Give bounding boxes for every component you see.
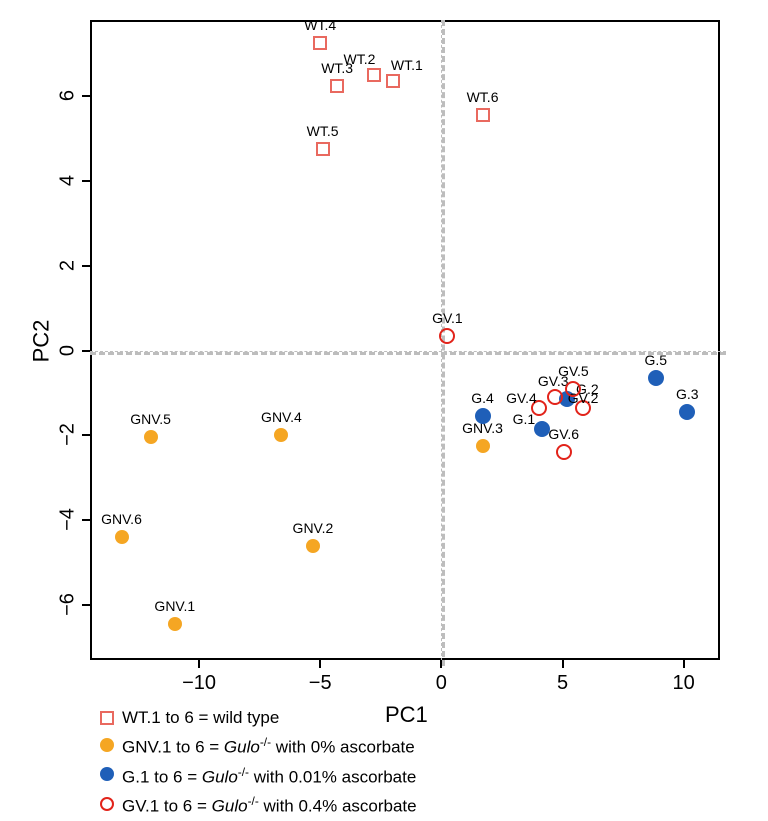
y-tick-label: 4 [57,161,80,201]
data-point-label: G.1 [513,411,536,427]
data-point-label: GNV.1 [154,598,195,614]
data-point-GV.3 [547,389,563,405]
data-point-label: WT.4 [304,17,336,33]
data-point-label: GNV.2 [293,520,334,536]
data-point-G.4 [475,408,491,424]
legend: WT.1 to 6 = wild type GNV.1 to 6 = Gulo-/… [100,708,417,821]
legend-item-G: G.1 to 6 = Gulo-/- with 0.01% ascorbate [100,762,417,788]
x-tick-label: 10 [659,672,709,695]
pca-scatter-figure: PC1 PC2 WT.1 to 6 = wild typeGNV.1 to 6 … [0,0,768,816]
data-point-G.3 [679,404,695,420]
data-point-GV.1 [439,328,455,344]
y-tick-label: 6 [57,76,80,116]
x-tick [440,660,442,668]
data-point-GV.6 [556,444,572,460]
data-point-label: WT.5 [307,123,339,139]
data-point-GNV.2 [306,539,320,553]
data-point-WT.6 [476,108,490,122]
data-point-label: WT.6 [467,89,499,105]
data-point-GNV.4 [274,428,288,442]
data-point-label: G.5 [644,352,667,368]
legend-text: WT.1 to 6 = wild type [122,708,279,728]
y-tick [82,434,90,436]
y-tick [82,519,90,521]
data-point-label: GV.6 [548,426,579,442]
x-tick-label: 0 [416,672,466,695]
legend-item-GV: GV.1 to 6 = Gulo-/- with 0.4% ascorbate [100,791,417,817]
data-point-label: GV.1 [432,310,463,326]
data-point-GV.5 [565,381,581,397]
data-point-G.5 [648,370,664,386]
data-point-GNV.1 [168,617,182,631]
legend-marker-GV [100,797,114,811]
data-point-GNV.6 [115,530,129,544]
y-tick [82,265,90,267]
legend-marker-WT [100,711,114,725]
x-tick-label: −5 [295,672,345,695]
x-tick-label: 5 [538,672,588,695]
data-point-WT.2 [367,68,381,82]
data-point-label: WT.3 [321,60,353,76]
data-point-WT.5 [316,142,330,156]
y-axis-label: PC2 [28,320,54,363]
legend-marker-G [100,767,114,781]
legend-text: GNV.1 to 6 = Gulo-/- with 0% ascorbate [122,732,415,758]
legend-text: GV.1 to 6 = Gulo-/- with 0.4% ascorbate [122,791,417,817]
y-tick [82,350,90,352]
x-tick-label: −10 [174,672,224,695]
y-tick-label: 0 [57,330,80,370]
data-point-label: G.3 [676,386,699,402]
y-tick-label: 2 [57,245,80,285]
x-tick [562,660,564,668]
y-tick-label: −4 [57,500,80,540]
plot-area [90,20,720,660]
data-point-label: GV.5 [558,363,589,379]
data-point-label: GNV.6 [101,511,142,527]
data-point-label: GNV.4 [261,409,302,425]
grid-h-zero [90,351,726,355]
data-point-WT.4 [313,36,327,50]
x-tick [683,660,685,668]
data-point-label: G.4 [471,390,494,406]
y-tick [82,180,90,182]
legend-item-GNV: GNV.1 to 6 = Gulo-/- with 0% ascorbate [100,732,417,758]
y-tick [82,604,90,606]
y-tick-label: −6 [57,584,80,624]
legend-marker-GNV [100,738,114,752]
data-point-GNV.3 [476,439,490,453]
legend-text: G.1 to 6 = Gulo-/- with 0.01% ascorbate [122,762,416,788]
data-point-label: GV.4 [506,390,537,406]
y-tick-label: −2 [57,415,80,455]
data-point-GNV.5 [144,430,158,444]
y-tick [82,95,90,97]
data-point-WT.3 [330,79,344,93]
x-tick [198,660,200,668]
legend-item-WT: WT.1 to 6 = wild type [100,708,417,728]
data-point-label: WT.1 [391,57,423,73]
x-tick [319,660,321,668]
data-point-label: GNV.5 [130,411,171,427]
data-point-WT.1 [386,74,400,88]
